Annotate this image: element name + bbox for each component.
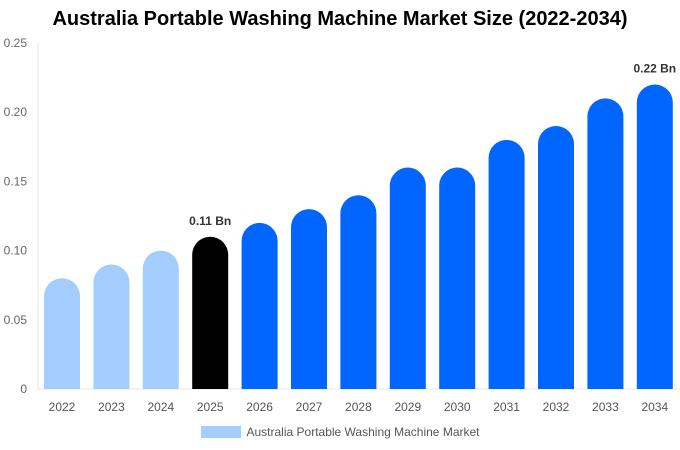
bar-2033 [587, 98, 624, 390]
x-tick-label: 2034 [641, 400, 668, 414]
bar-2031 [488, 139, 525, 389]
bar-2026 [241, 222, 278, 389]
y-tick-label: 0.10 [4, 244, 28, 258]
legend-label: Australia Portable Washing Machine Marke… [246, 425, 480, 439]
x-tick-label: 2030 [444, 400, 471, 414]
legend: Australia Portable Washing Machine Marke… [0, 425, 680, 439]
x-tick-label: 2022 [49, 400, 76, 414]
bar-2029 [389, 167, 426, 389]
y-tick-label: 0.25 [4, 36, 28, 50]
legend-swatch [200, 426, 241, 438]
y-tick-label: 0.20 [4, 105, 28, 119]
x-tick-label: 2025 [197, 400, 224, 414]
x-tick-label: 2024 [147, 400, 174, 414]
x-tick-label: 2027 [296, 400, 323, 414]
chart-title: Australia Portable Washing Machine Marke… [52, 8, 628, 30]
bar-2028 [340, 195, 377, 389]
bar-2024 [142, 250, 179, 389]
bar-2025 [192, 236, 229, 389]
data-label: 0.22 Bn [633, 62, 676, 76]
y-tick-label: 0 [20, 382, 27, 396]
y-tick-label: 0.05 [4, 313, 28, 327]
data-label: 0.11 Bn [189, 214, 231, 228]
bar-2023 [93, 264, 130, 389]
x-tick-label: 2026 [246, 400, 273, 414]
bar-2030 [439, 167, 476, 389]
bar-2034 [636, 84, 673, 390]
y-tick-label: 0.15 [4, 174, 28, 188]
x-tick-label: 2029 [394, 400, 421, 414]
x-tick-label: 2023 [98, 400, 125, 414]
bar-2027 [291, 209, 327, 389]
bar-2032 [538, 126, 574, 390]
x-tick-label: 2028 [345, 400, 372, 414]
bar-2022 [44, 278, 80, 389]
x-tick-label: 2033 [592, 400, 619, 414]
x-tick-label: 2031 [493, 400, 520, 414]
x-tick-label: 2032 [543, 400, 570, 414]
